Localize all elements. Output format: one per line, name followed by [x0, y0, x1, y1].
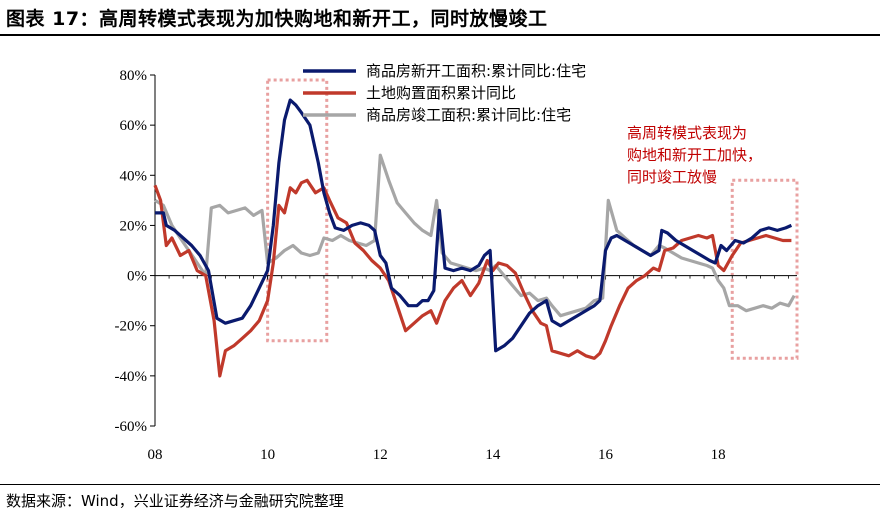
- series-line-2: [153, 178, 792, 378]
- top-rule: [0, 34, 880, 36]
- y-tick-label: -20%: [115, 319, 148, 335]
- y-tick-label: 80%: [120, 68, 148, 84]
- y-tick-label: 20%: [120, 218, 148, 234]
- legend: 商品房新开工面积:累计同比:住宅土地购置面积累计同比商品房竣工面积:累计同比:住…: [303, 62, 586, 124]
- x-tick-label: 18: [711, 447, 726, 463]
- highlight-box: [266, 78, 329, 343]
- y-tick-label: 40%: [120, 168, 148, 184]
- source-note: 数据来源：Wind，兴业证券经济与金融研究院整理: [6, 492, 344, 510]
- x-tick-label: 12: [373, 447, 388, 463]
- highlight-boxes: [266, 78, 799, 360]
- y-tick-label: 60%: [120, 118, 148, 134]
- legend-label: 商品房新开工面积:累计同比:住宅: [366, 62, 586, 80]
- annotation-line: 高周转模式表现为: [627, 124, 747, 142]
- annotation-line: 购地和新开工加快，: [627, 146, 762, 164]
- series-lines: [153, 98, 796, 378]
- legend-label: 土地购置面积累计同比: [366, 84, 516, 102]
- y-tick-label: 0%: [127, 269, 147, 285]
- annotation-line: 同时竣工放慢: [627, 168, 717, 186]
- y-tick-label: -60%: [115, 419, 148, 435]
- axes: 80% 60% 40% 20% 0% -20% -40% -60%08 10 12 14 16 18: [115, 68, 797, 463]
- x-tick-label: 16: [598, 447, 614, 463]
- legend-label: 商品房竣工面积:累计同比:住宅: [366, 106, 571, 124]
- series-line-3: [154, 153, 796, 318]
- x-tick-label: 10: [260, 447, 275, 463]
- series-line-1: [155, 98, 793, 353]
- highlight-box: [730, 178, 799, 360]
- chart-title: 图表 17：高周转模式表现为加快购地和新开工，同时放慢竣工: [6, 8, 548, 30]
- bottom-rule: [0, 484, 880, 485]
- line-chart: 80% 60% 40% 20% 0% -20% -40% -60%08 10 12 14 16 18 商…: [115, 62, 799, 463]
- x-tick-label: 08: [148, 447, 163, 463]
- x-tick-label: 14: [485, 447, 501, 463]
- y-tick-label: -40%: [115, 369, 148, 385]
